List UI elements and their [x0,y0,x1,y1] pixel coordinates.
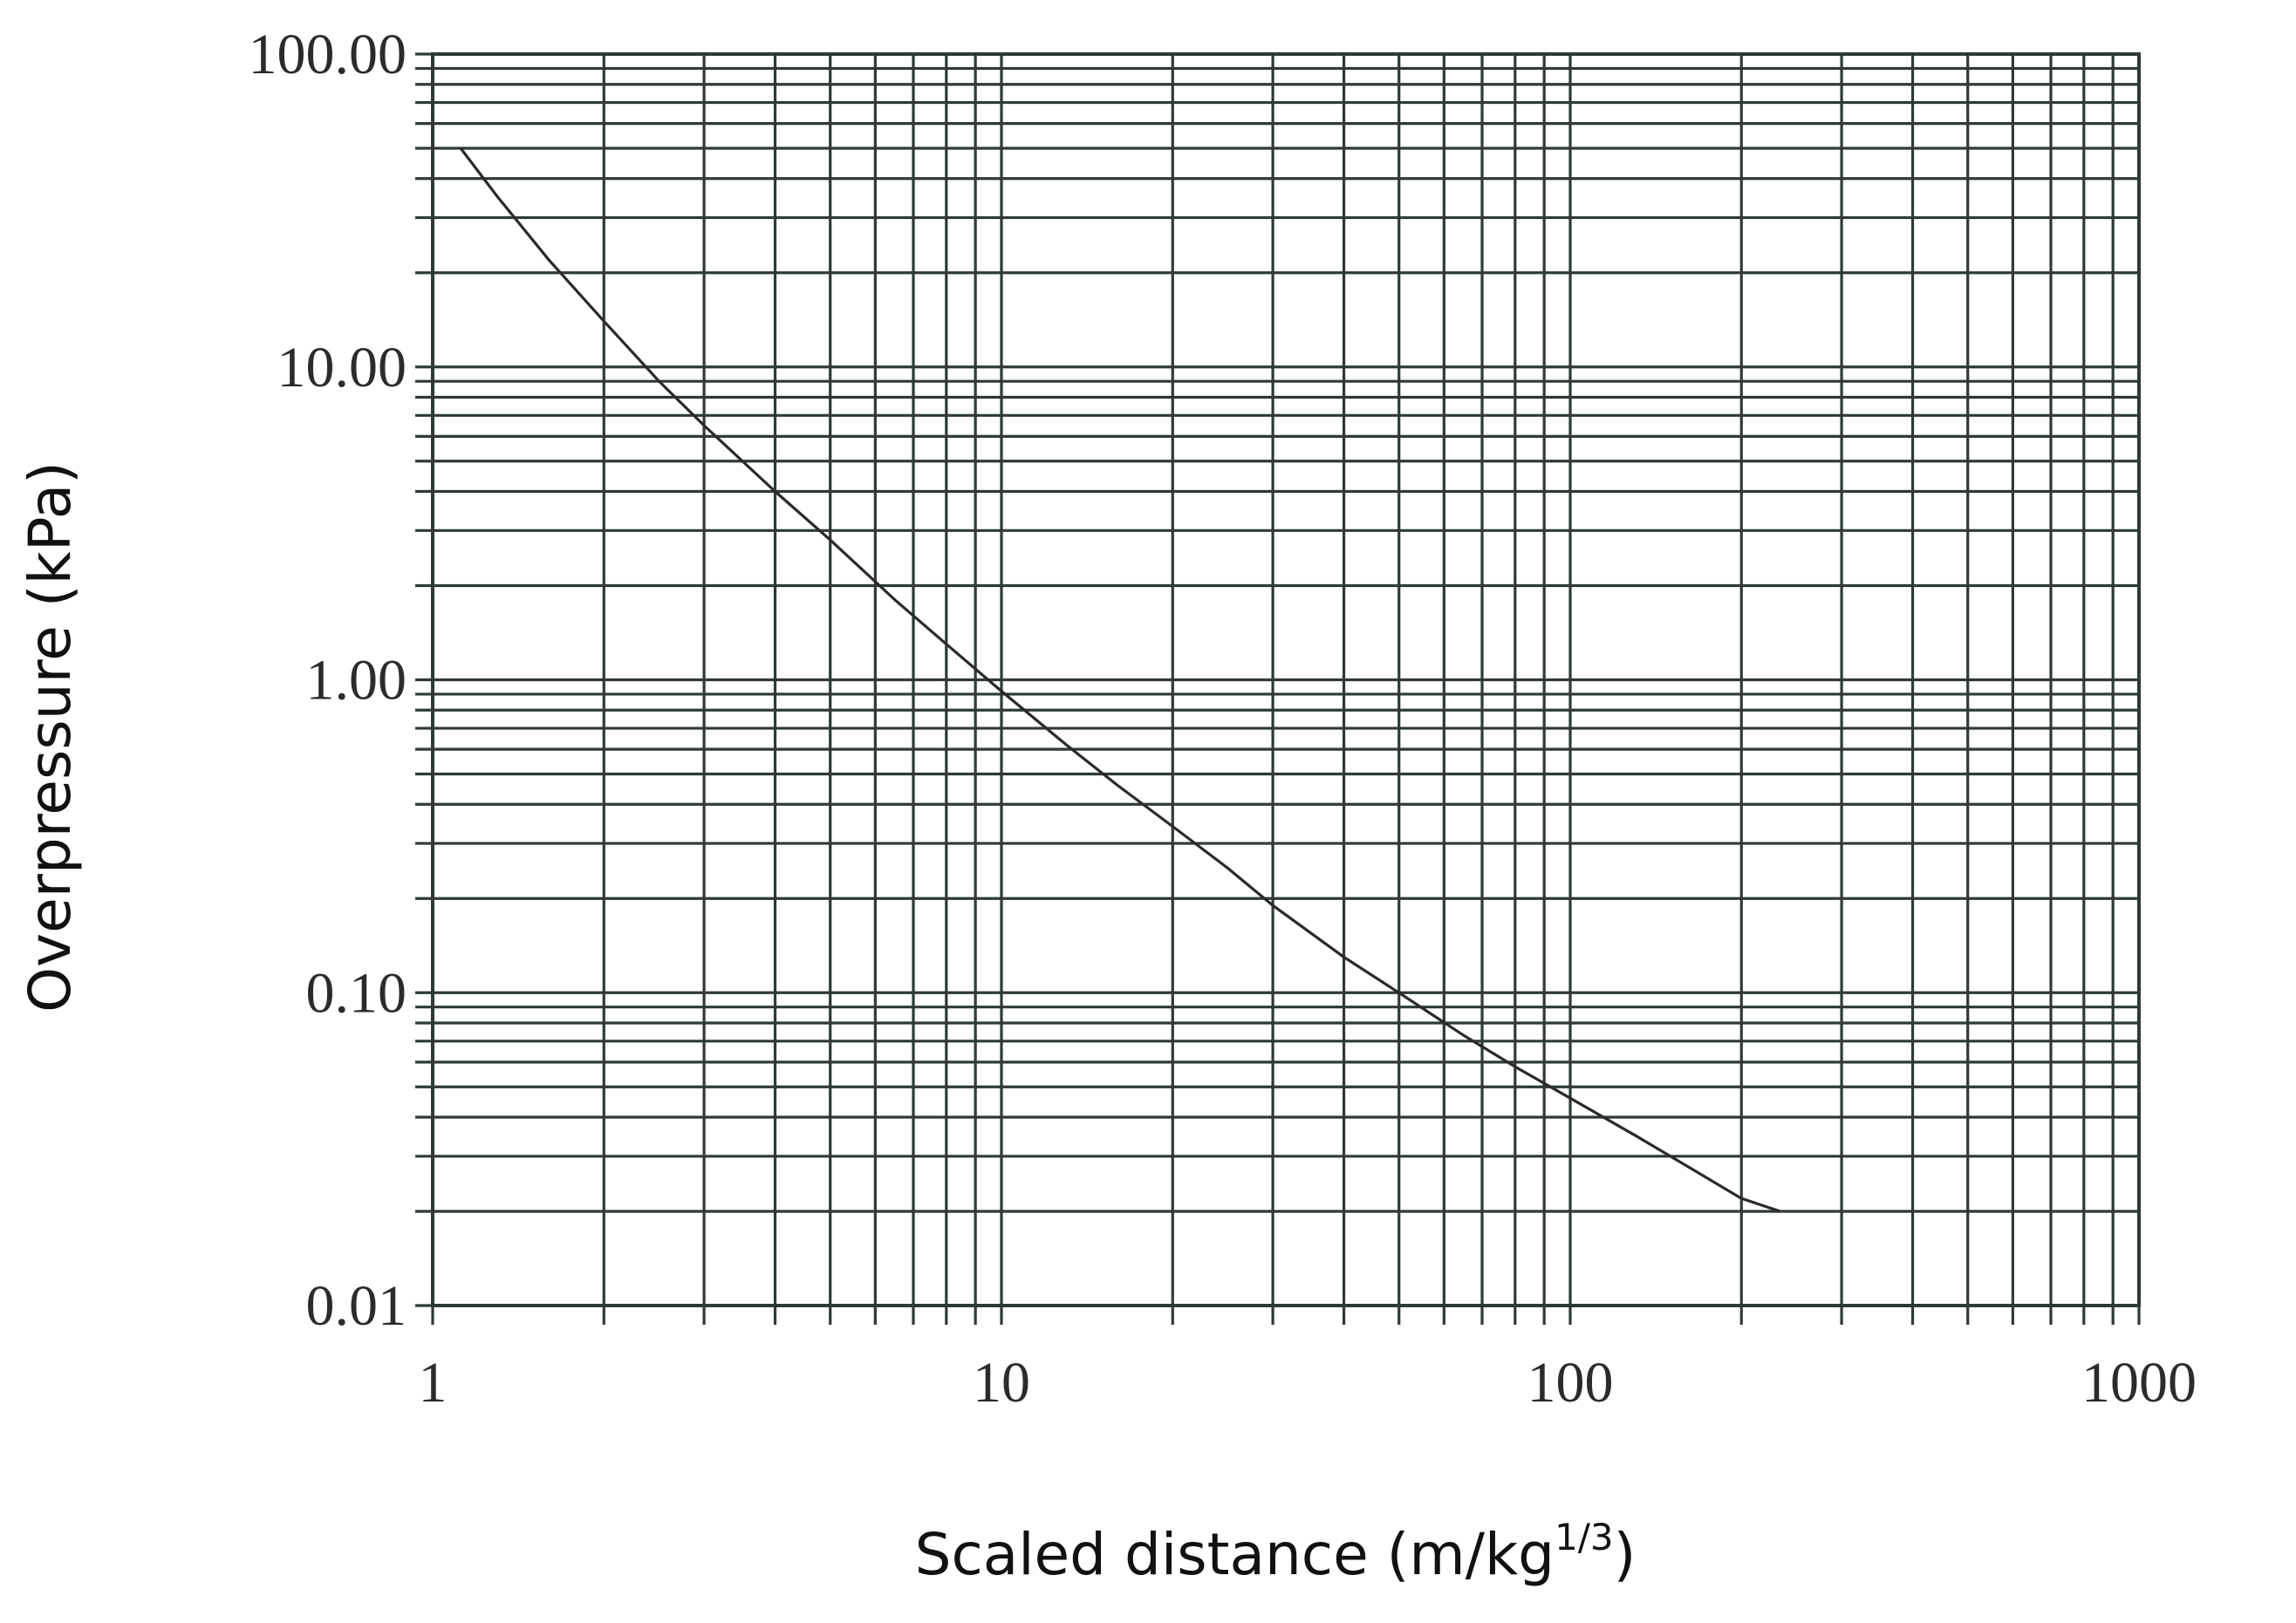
x-axis-label-exponent: 1/3 [1555,1516,1614,1558]
y-tick-label: 10.00 [277,336,407,399]
x-tick-label: 1000 [2081,1351,2197,1415]
y-tick-label: 0.01 [306,1274,407,1338]
plot-frame-rect [431,52,2141,1307]
overpressure-curve [459,147,1781,1213]
y-axis-label: Overpressure (kPa) [17,461,84,1013]
y-tick-labels: 100.00 10.00 1.00 0.10 0.01 [249,23,407,1338]
x-axis-label-main: Scaled distance (m/kg [915,1521,1555,1588]
curve-layer [459,147,1781,1213]
grid [415,54,2139,1325]
y-tick-label: 100.00 [249,23,407,86]
x-axis-label: Scaled distance (m/kg1/3) [915,1516,1637,1588]
x-tick-label: 10 [973,1351,1030,1415]
x-tick-label: 1 [419,1351,448,1415]
plot-frame [415,52,2141,1325]
y-tick-label: 1.00 [306,649,407,713]
x-axis-label-close: ) [1614,1521,1637,1588]
x-tick-label: 100 [1527,1351,1614,1415]
y-tick-label: 0.10 [306,961,407,1025]
x-tick-labels: 1 10 100 1000 [419,1351,2197,1415]
